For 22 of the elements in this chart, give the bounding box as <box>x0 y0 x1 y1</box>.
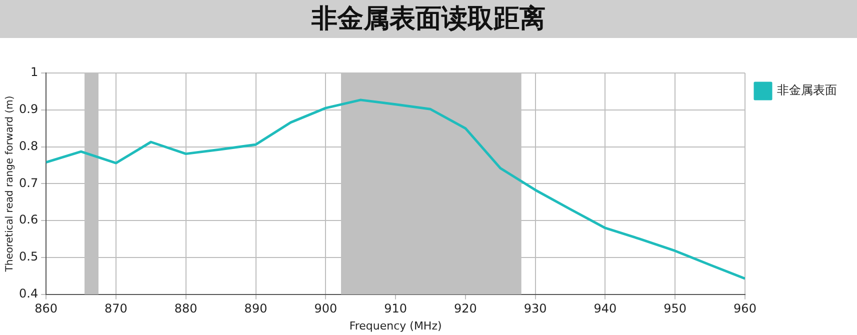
x-tick-label: 930 <box>524 302 547 316</box>
x-tick-label: 870 <box>104 302 128 316</box>
x-tick-label: 880 <box>174 302 198 316</box>
chart-title: 非金属表面读取距离 <box>0 0 857 38</box>
y-tick-label: 0.5 <box>18 250 38 264</box>
x-tick-label: 950 <box>664 302 687 316</box>
legend-label: 非金属表面 <box>777 83 837 98</box>
x-tick-label: 960 <box>734 302 756 316</box>
x-tick-label: 920 <box>454 302 477 316</box>
x-tick-label: 910 <box>384 302 407 316</box>
y-tick-label: 0.7 <box>18 176 38 190</box>
x-tick-label: 940 <box>594 302 617 316</box>
y-tick-label: 1 <box>30 65 38 80</box>
y-tick-label: 0.8 <box>18 138 38 153</box>
y-tick-label: 0.9 <box>18 102 38 116</box>
x-tick-label: 900 <box>314 302 338 316</box>
y-tick-label: 0.6 <box>18 212 38 227</box>
x-tick-label: 860 <box>34 302 58 316</box>
x-tick-label: 890 <box>244 302 268 316</box>
y-tick-label: 0.4 <box>18 286 38 301</box>
y-axis-title: Theoretical read range forward (m) <box>4 96 16 273</box>
x-axis-title: Frequency (MHz) <box>349 319 442 332</box>
